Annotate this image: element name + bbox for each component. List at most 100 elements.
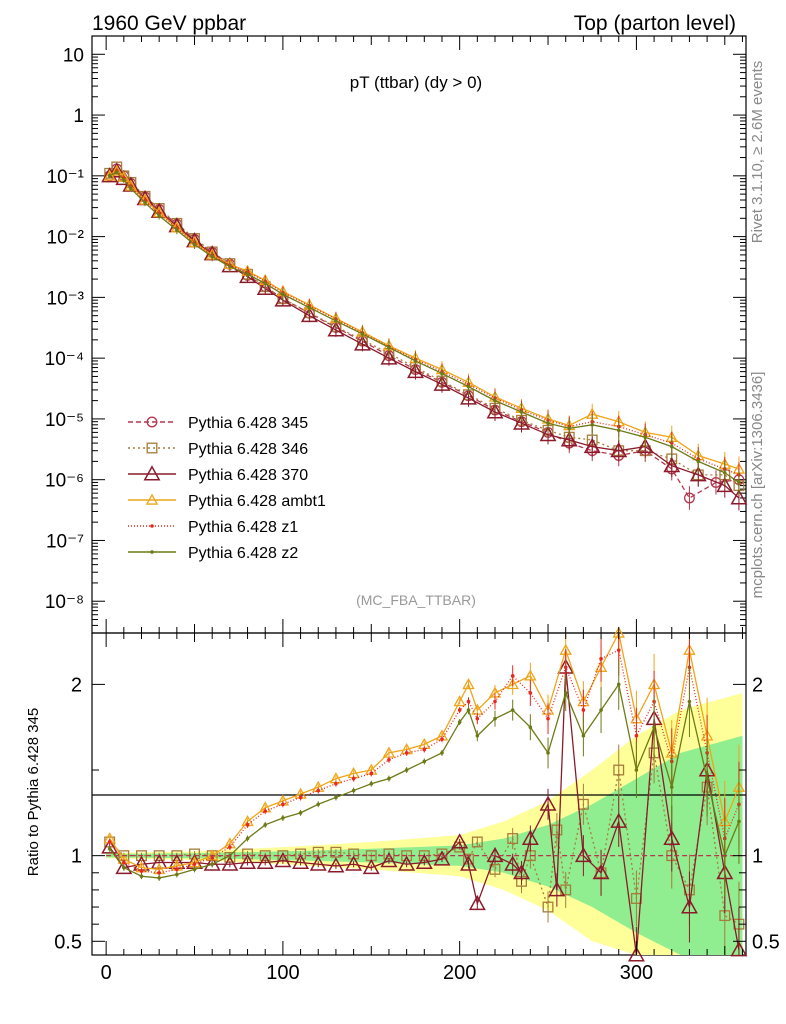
data-point — [669, 444, 674, 449]
data-point — [348, 848, 360, 860]
legend-label: Pythia 6.428 ambt1 — [188, 493, 326, 510]
data-point — [157, 870, 161, 875]
data-point — [636, 437, 654, 454]
data-point — [413, 359, 418, 363]
main-plot-frame — [91, 35, 747, 634]
data-point — [466, 708, 471, 712]
data-point — [203, 855, 221, 871]
data-point — [453, 695, 466, 707]
data-point — [581, 733, 586, 738]
analysis-watermark: (MC_FBA_TTBAR) — [356, 592, 476, 608]
data-point — [475, 716, 480, 721]
data-point — [380, 349, 398, 365]
data-point — [716, 476, 734, 493]
inner-uncertainty-band — [106, 735, 743, 955]
data-point — [440, 737, 444, 741]
data-point — [150, 524, 154, 528]
data-point — [210, 855, 214, 860]
main-y-axis-ticks: 10 1 10⁻¹ 10⁻² 10⁻³ 10⁻⁴ 10⁻⁵ 10⁻⁶ 10⁻⁷ 10⁻⁸ — [45, 35, 746, 634]
data-point — [150, 550, 154, 554]
data-point — [139, 874, 144, 879]
data-point — [330, 846, 342, 858]
data-point — [563, 665, 568, 670]
data-point — [398, 855, 416, 871]
data-point — [705, 776, 709, 781]
data-point — [457, 720, 462, 724]
data-point — [122, 860, 126, 865]
data-point — [457, 708, 462, 712]
data-point — [696, 459, 701, 464]
data-point — [634, 733, 639, 738]
data-point — [387, 757, 391, 762]
data-point — [404, 768, 409, 772]
data-point — [351, 776, 356, 781]
data-point — [256, 279, 274, 296]
ratio-y-tick-label-right: 2 — [752, 674, 763, 696]
legend-entry: Pythia 6.428 346 — [128, 441, 308, 458]
ratio-series-pythia-6-428-z2 — [107, 658, 741, 897]
ratio-uncertainty-bands — [106, 692, 743, 955]
main-series-layer — [101, 161, 748, 511]
data-point — [610, 441, 628, 458]
data-point — [567, 426, 572, 431]
legend-label: Pythia 6.428 345 — [188, 415, 308, 432]
series-pythia-6-428-z2 — [107, 169, 741, 495]
data-point — [175, 872, 179, 877]
legend-entry: Pythia 6.428 345 — [128, 415, 308, 432]
data-point — [737, 480, 741, 485]
data-point — [451, 833, 469, 849]
data-point — [210, 862, 214, 867]
data-point — [504, 855, 522, 871]
data-point — [316, 788, 321, 793]
data-point — [334, 795, 338, 800]
data-point — [722, 470, 727, 475]
legend-entry: Pythia 6.428 z1 — [128, 519, 298, 536]
data-point — [362, 858, 380, 875]
data-point — [460, 389, 477, 405]
ratio-line — [109, 752, 740, 925]
data-point — [387, 776, 391, 781]
data-point — [369, 781, 374, 786]
data-point — [486, 403, 504, 419]
ratio-y-tick-label-right: 1 — [752, 846, 763, 868]
data-point — [680, 898, 698, 914]
data-point — [524, 669, 537, 681]
legend-entry: Pythia 6.428 ambt1 — [128, 493, 326, 510]
data-point — [560, 431, 578, 447]
ratio-panel: 0.5 0.5 1 1 2 2 0 100 200 300 Ratio to Pythia 6.… — [25, 36, 780, 984]
data-point — [274, 291, 292, 307]
data-point — [669, 785, 674, 789]
legend-entry: Pythia 6.428 z2 — [128, 545, 298, 562]
data-point — [369, 771, 374, 776]
x-tick-label: 100 — [266, 962, 299, 984]
data-point — [546, 421, 550, 426]
data-point — [114, 170, 119, 174]
data-point — [101, 838, 119, 854]
data-point — [616, 428, 621, 433]
data-point — [433, 375, 451, 391]
legend-label: Pythia 6.428 z1 — [188, 519, 298, 536]
data-point — [129, 186, 133, 191]
data-point — [539, 425, 557, 442]
x-tick-label: 300 — [620, 962, 653, 984]
data-point — [175, 228, 179, 232]
data-point — [510, 708, 515, 712]
data-point — [107, 840, 112, 844]
data-point — [263, 809, 268, 813]
data-point — [710, 477, 722, 488]
data-point — [610, 812, 628, 828]
data-point — [298, 795, 303, 800]
data-point — [345, 855, 363, 871]
data-point — [468, 894, 486, 911]
data-point — [507, 833, 519, 844]
data-point — [256, 853, 274, 870]
legend-label: Pythia 6.428 z2 — [188, 545, 298, 562]
mcplots-reference-label: mcplots.cern.ch [arXiv:1306.3436] — [749, 372, 766, 599]
data-point — [292, 853, 310, 870]
data-point — [143, 200, 147, 205]
data-point — [221, 855, 239, 871]
data-point — [613, 764, 625, 776]
data-point — [510, 674, 515, 678]
header-left-label: 1960 GeV ppbar — [92, 12, 246, 35]
